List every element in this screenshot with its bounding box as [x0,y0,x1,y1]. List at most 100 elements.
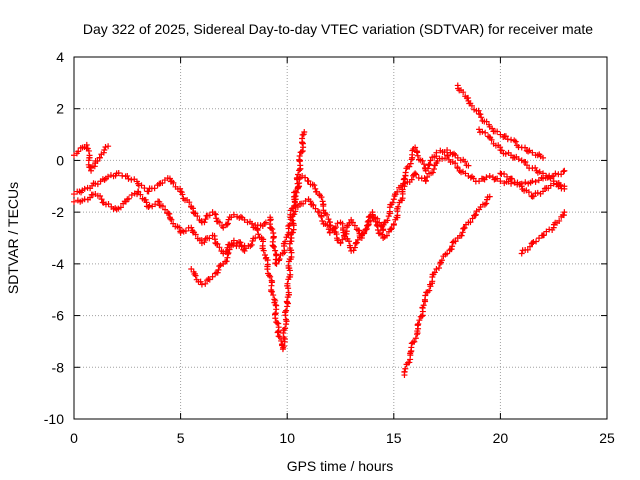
data-point [301,128,308,135]
data-point [502,150,509,157]
data-point [525,148,532,155]
data-point [278,337,285,344]
data-point [292,208,299,215]
data-point [431,269,438,276]
data-point [497,178,504,185]
data-point [367,217,374,224]
data-point [414,149,421,156]
data-point [511,137,518,144]
y-tick-label: 0 [56,152,64,168]
data-point [316,209,323,216]
data-point [319,217,326,224]
series-track-k [497,170,568,200]
data-point [390,196,397,203]
data-point [461,224,468,231]
data-point [416,317,423,324]
series-track-c [71,188,248,257]
data-point [383,232,390,239]
data-point [486,172,493,179]
data-point [424,174,431,181]
data-point [488,136,495,143]
data-point [201,239,208,246]
data-point [483,118,490,125]
data-point [414,152,421,159]
data-point [275,333,282,340]
data-point [482,129,489,136]
data-point [556,217,563,224]
data-point [71,191,77,198]
data-point [296,175,303,182]
data-point [255,231,262,238]
data-point [267,273,274,280]
data-point [332,224,339,231]
data-point [325,226,332,233]
data-point [213,215,220,222]
data-point [192,231,199,238]
data-point [489,125,496,132]
data-point [508,180,515,187]
data-point [105,143,112,150]
data-point [529,240,536,247]
data-point [467,219,474,226]
data-point [480,175,487,182]
data-point [401,368,408,375]
data-point [418,313,425,320]
data-point [438,257,445,264]
data-point [525,189,532,196]
data-point [429,169,436,176]
data-point [220,224,227,231]
data-point [444,147,451,154]
data-point [283,307,290,314]
data-point [426,161,433,168]
data-point [216,244,223,251]
y-tick-label: -2 [52,204,65,220]
data-point [536,168,543,175]
data-point [125,195,132,202]
data-point [198,281,205,288]
data-point [536,235,543,242]
data-point [214,269,221,276]
data-point [552,170,559,177]
data-point [561,209,568,216]
data-point [353,239,360,246]
data-point [526,243,533,250]
data-point [254,227,261,234]
data-point [274,319,281,326]
series-track-d [188,235,259,288]
data-point [518,250,525,257]
data-point [501,170,508,177]
data-point [94,181,101,188]
data-point [145,188,152,195]
data-point [105,200,112,207]
data-point [547,175,554,182]
axis-ticks: 0 5 10 15 20 25 -10 -8 -6 -4 -2 0 2 4 [44,49,615,446]
data-point [465,162,472,169]
data-point [470,175,477,182]
data-point [215,266,222,273]
data-point [312,185,319,192]
data-point [318,194,325,201]
data-point [197,278,204,285]
data-point [508,136,515,143]
data-point [350,247,357,254]
data-point [202,280,209,287]
data-point [431,166,438,173]
data-point [270,243,277,250]
data-point [115,169,122,176]
data-point [534,189,541,196]
data-point [529,149,536,156]
data-point [96,154,103,161]
data-point [500,133,507,140]
data-point [201,219,208,226]
data-point [540,170,547,177]
data-point [374,227,381,234]
data-point [497,170,504,177]
data-point [273,260,280,267]
y-tick-label: 2 [56,101,64,117]
data-point [188,224,195,231]
data-point [394,188,401,195]
data-point [444,250,451,257]
data-point [264,266,271,273]
data-point [444,152,451,159]
y-tick-label: -8 [52,359,65,375]
